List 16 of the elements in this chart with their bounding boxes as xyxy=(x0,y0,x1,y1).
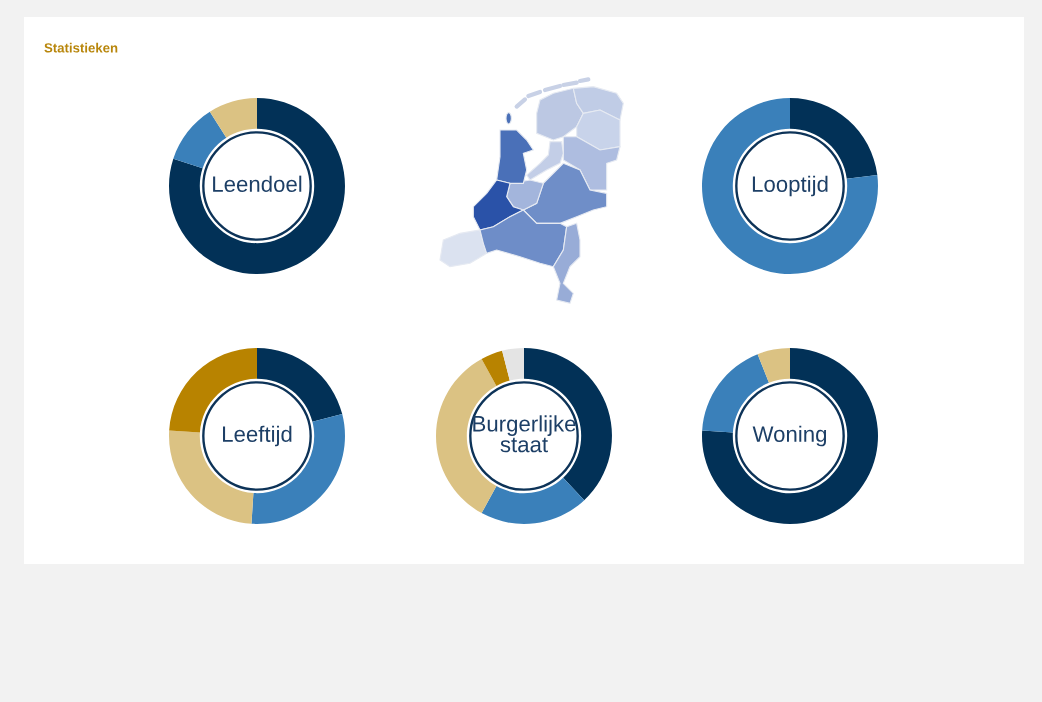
text: Burgerlijke staat xyxy=(473,415,576,453)
text: Leendoel xyxy=(213,175,302,192)
text: Looptijd xyxy=(752,175,828,197)
text: Statistieken xyxy=(44,42,118,53)
donut-slice xyxy=(481,350,510,386)
donut-slice xyxy=(702,348,878,524)
donut-slice xyxy=(481,477,585,524)
donut-slice xyxy=(257,348,343,422)
donut-slice xyxy=(502,348,524,381)
text: Woning xyxy=(752,425,827,447)
donut-slice xyxy=(757,348,790,383)
text: Leeftijd xyxy=(223,425,292,447)
donut-slice xyxy=(702,98,878,274)
donut-slice xyxy=(209,98,257,138)
donut-slice xyxy=(169,98,345,274)
donut-slice xyxy=(173,111,227,169)
